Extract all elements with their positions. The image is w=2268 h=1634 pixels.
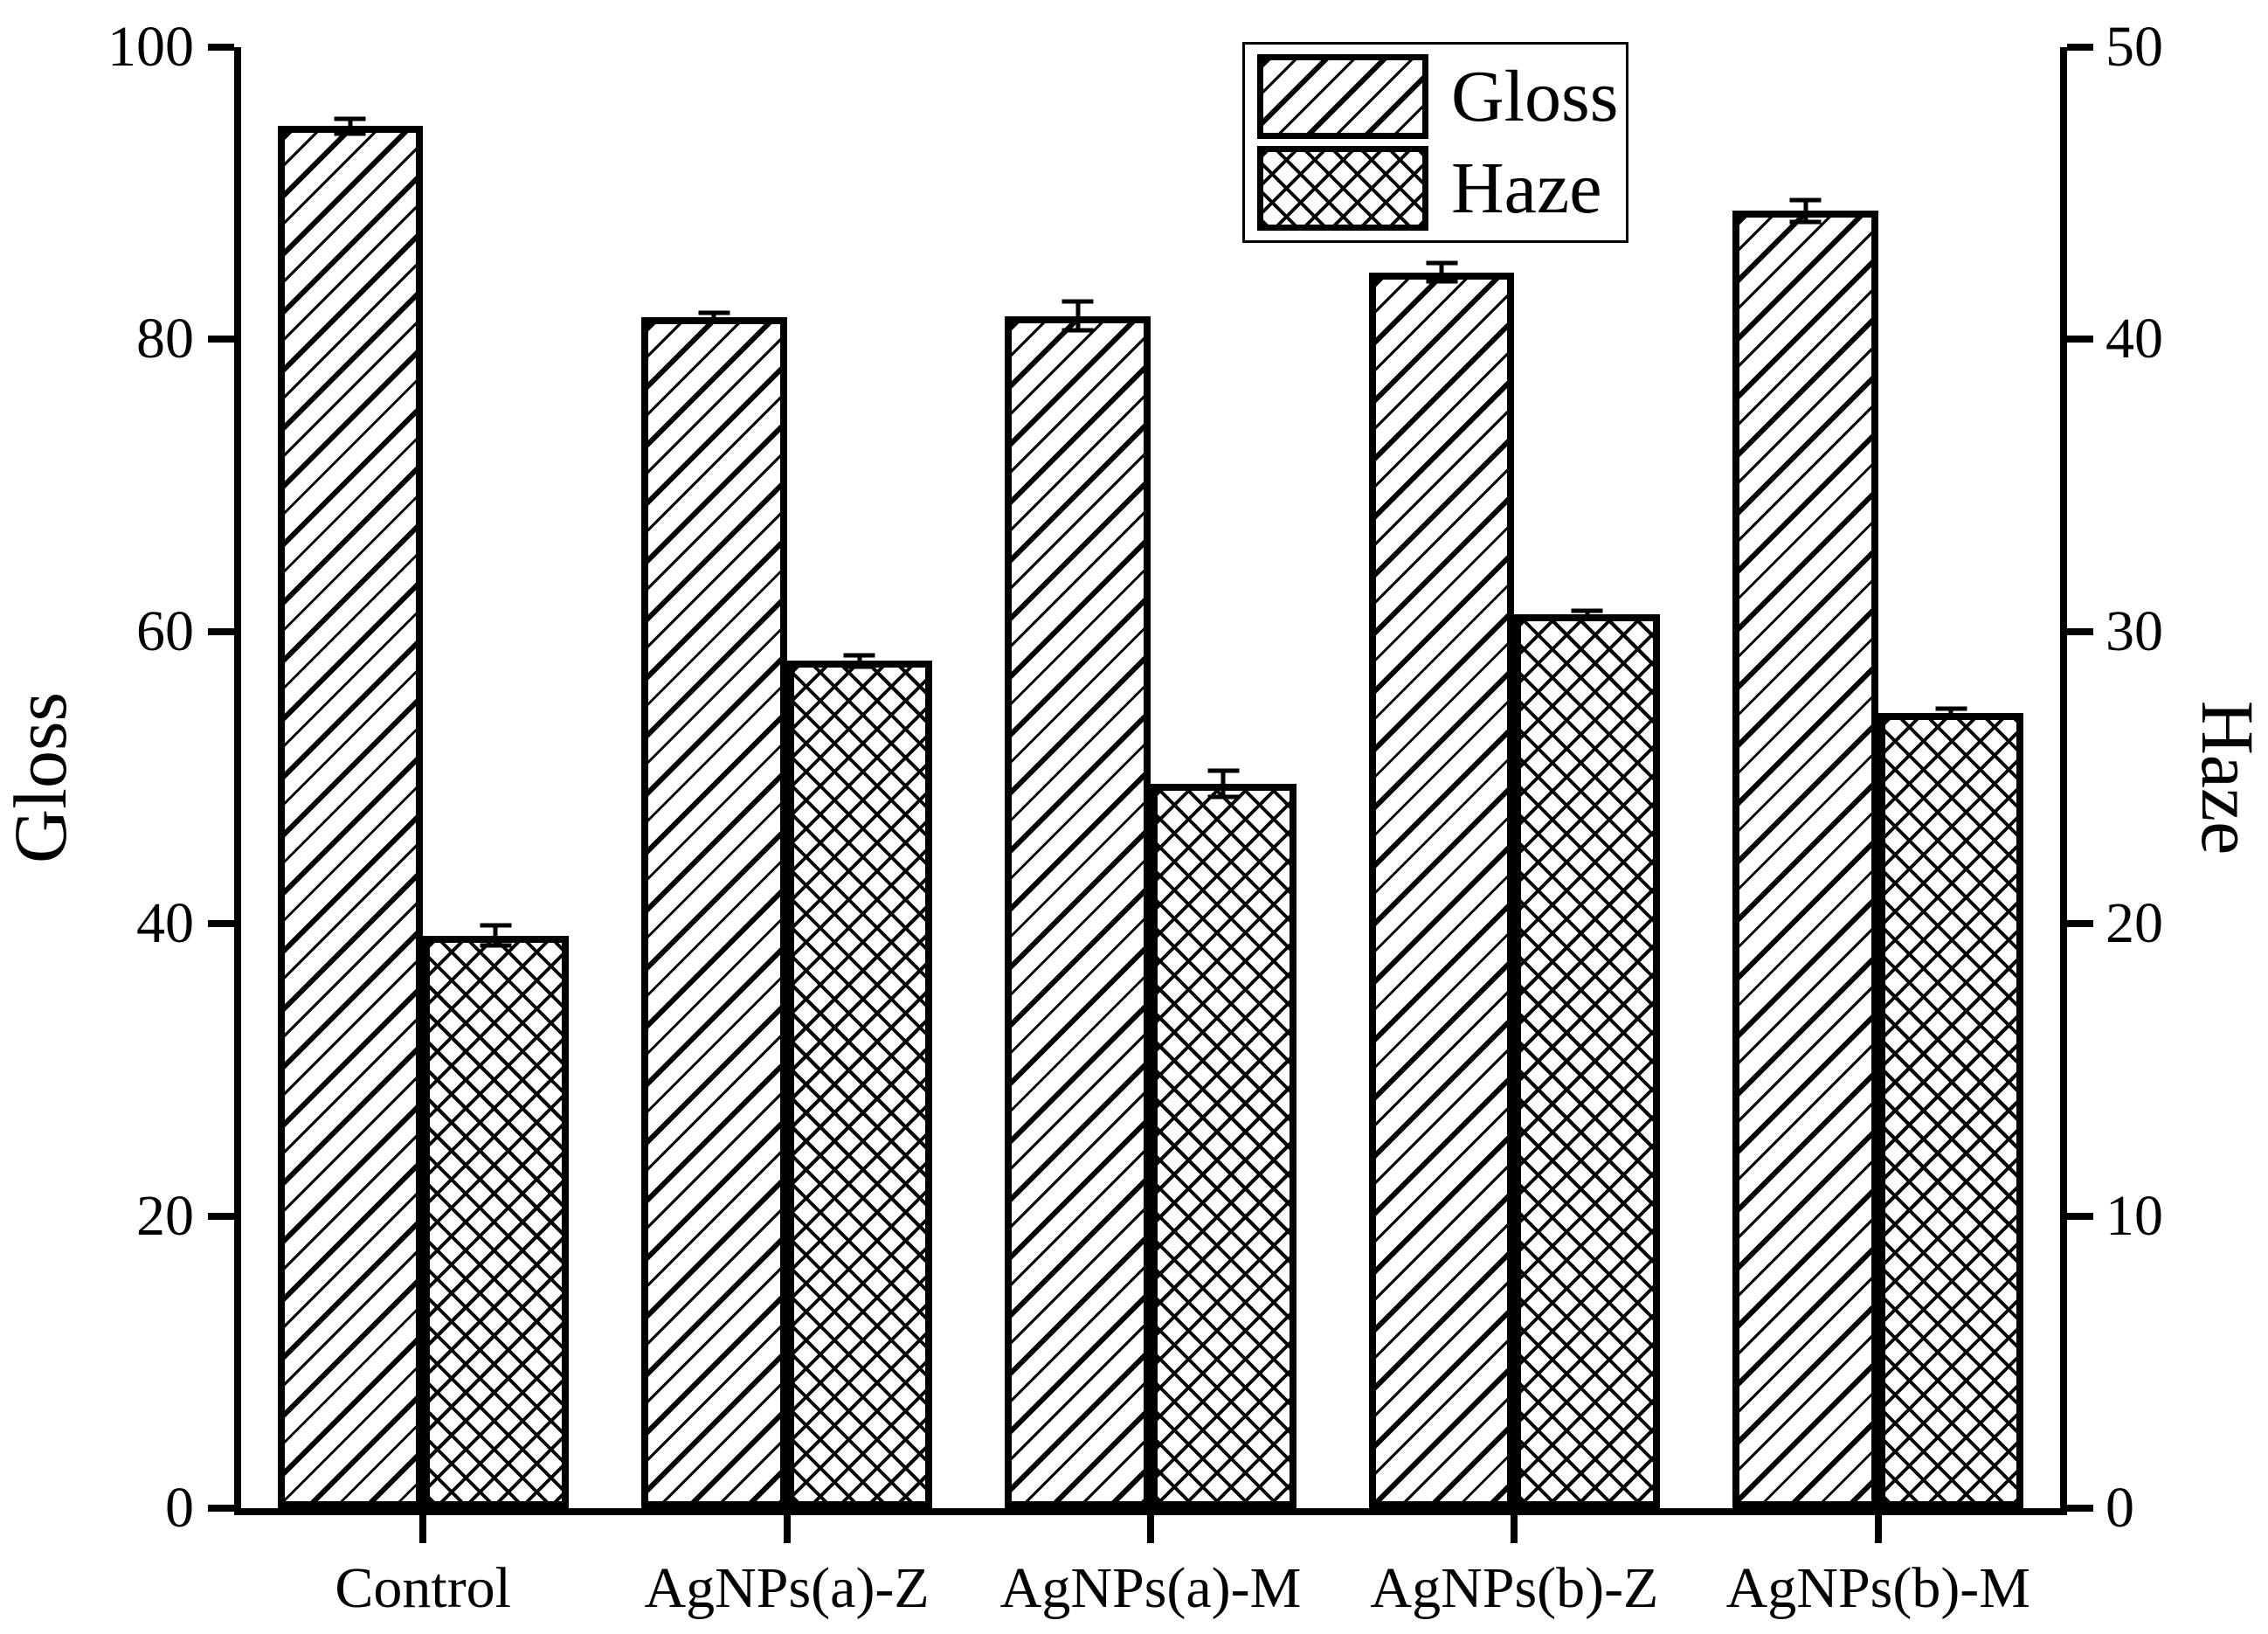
left-axis-tick-label: 60 bbox=[136, 599, 194, 663]
legend-item-haze: Haze bbox=[1257, 146, 1614, 231]
haze-bar bbox=[1877, 713, 2024, 1508]
right-axis-tick-label: 50 bbox=[2106, 15, 2163, 79]
haze-bar bbox=[1151, 783, 1296, 1508]
bottom-axis-spine bbox=[234, 1508, 2067, 1515]
right-axis-spine bbox=[2060, 47, 2067, 1515]
right-axis-tick bbox=[2067, 336, 2093, 343]
left-axis-tick bbox=[208, 1212, 234, 1220]
left-axis-title: Gloss bbox=[0, 692, 82, 863]
gloss-bar bbox=[1368, 272, 1515, 1508]
gloss-bar bbox=[277, 126, 424, 1508]
plot-area: Gloss Haze Gloss Haze 0 20 40 60 80 100 0 10 20 3… bbox=[0, 18, 2268, 1621]
x-axis-category-label: AgNPs(a)-Z bbox=[644, 1556, 930, 1620]
x-axis-tick bbox=[1874, 1515, 1882, 1543]
legend: Gloss Haze bbox=[1242, 42, 1628, 243]
gloss-error-bar bbox=[1075, 301, 1081, 331]
haze-error-bar bbox=[1220, 770, 1226, 797]
legend-item-gloss: Gloss bbox=[1257, 54, 1618, 139]
left-axis-tick-label: 100 bbox=[107, 15, 194, 79]
haze-error-bar bbox=[857, 654, 862, 667]
gloss-bar bbox=[1732, 211, 1878, 1508]
left-axis-tick bbox=[208, 1505, 234, 1512]
gloss-error-bar bbox=[1439, 263, 1444, 281]
haze-bar bbox=[1514, 613, 1660, 1508]
left-axis-tick bbox=[208, 336, 234, 343]
gloss-error-bar bbox=[1803, 199, 1808, 222]
x-axis-category-label: AgNPs(b)-M bbox=[1725, 1556, 2030, 1620]
x-axis-tick bbox=[1147, 1515, 1154, 1543]
x-axis-tick bbox=[1511, 1515, 1518, 1543]
gloss-bar bbox=[1005, 315, 1151, 1508]
right-axis-title: Haze bbox=[2186, 700, 2268, 855]
right-axis-tick bbox=[2067, 627, 2093, 635]
left-axis-tick-label: 80 bbox=[136, 307, 194, 371]
x-axis-category-label: AgNPs(b)-Z bbox=[1370, 1556, 1659, 1620]
right-axis-tick bbox=[2067, 1505, 2093, 1512]
left-axis-tick-label: 20 bbox=[136, 1183, 194, 1248]
left-axis-tick-label: 0 bbox=[165, 1476, 194, 1540]
x-axis-category-label: AgNPs(a)-M bbox=[999, 1556, 1302, 1620]
left-axis-tick bbox=[208, 627, 234, 635]
legend-haze-swatch-icon bbox=[1257, 146, 1428, 231]
gloss-error-bar bbox=[711, 313, 716, 322]
right-axis-tick-label: 0 bbox=[2106, 1476, 2134, 1540]
right-axis-tick-label: 20 bbox=[2106, 891, 2163, 956]
right-axis-tick-label: 10 bbox=[2106, 1183, 2163, 1248]
x-axis-tick bbox=[419, 1515, 427, 1543]
legend-gloss-label: Gloss bbox=[1451, 55, 1619, 137]
right-axis-tick-label: 40 bbox=[2106, 307, 2163, 371]
right-axis-tick-label: 30 bbox=[2106, 599, 2163, 663]
x-axis-category-label: Control bbox=[335, 1556, 512, 1620]
haze-bar bbox=[786, 661, 933, 1508]
left-axis-tick-label: 40 bbox=[136, 891, 194, 956]
left-axis-tick bbox=[208, 44, 234, 51]
legend-haze-label: Haze bbox=[1451, 147, 1602, 229]
right-axis-tick bbox=[2067, 1212, 2093, 1220]
left-axis-spine bbox=[234, 47, 241, 1515]
gloss-error-bar bbox=[348, 118, 353, 134]
left-axis-tick bbox=[208, 920, 234, 928]
gloss-bar bbox=[641, 317, 787, 1508]
x-axis-tick bbox=[783, 1515, 791, 1543]
haze-bar bbox=[423, 935, 569, 1508]
haze-error-bar bbox=[1948, 709, 1953, 718]
legend-gloss-swatch-icon bbox=[1257, 54, 1428, 139]
haze-error-bar bbox=[493, 924, 498, 946]
right-axis-tick bbox=[2067, 920, 2093, 928]
right-axis-tick bbox=[2067, 44, 2093, 51]
haze-error-bar bbox=[1585, 611, 1590, 618]
